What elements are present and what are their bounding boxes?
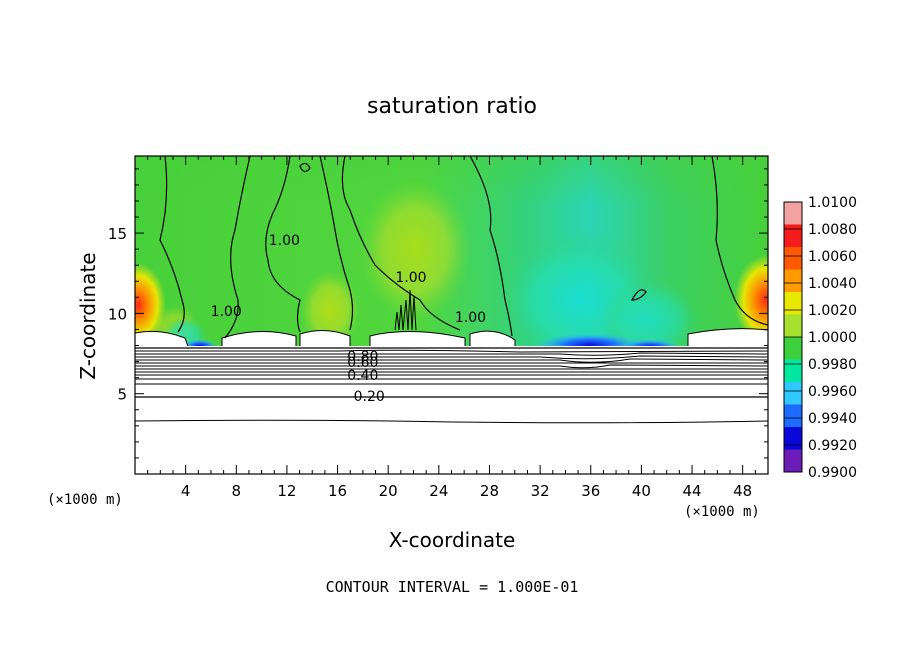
heatmap-field bbox=[135, 156, 768, 474]
y-tick-label: 10 bbox=[108, 305, 127, 323]
contour-label: 1.00 bbox=[395, 270, 426, 286]
contour-band bbox=[135, 347, 768, 424]
x-tick-label: 36 bbox=[581, 482, 600, 500]
x-tick-label: 12 bbox=[277, 482, 296, 500]
x-axis-label: X-coordinate bbox=[389, 528, 516, 552]
x-tick-label: 8 bbox=[232, 482, 242, 500]
contour-label: 0.40 bbox=[347, 368, 378, 384]
colorbar-label: 0.9900 bbox=[808, 465, 857, 481]
colorbar-swatch bbox=[784, 382, 802, 405]
chart-title: saturation ratio bbox=[367, 94, 537, 119]
field-yellow-plume bbox=[300, 270, 360, 350]
contour-label: 0.60 bbox=[347, 355, 378, 371]
colorbar-swatch bbox=[784, 202, 802, 225]
x-tick-label: 44 bbox=[682, 482, 701, 500]
y-tick-label: 5 bbox=[117, 386, 127, 404]
field-red-edge-left bbox=[135, 263, 166, 347]
colorbar-swatch bbox=[784, 359, 802, 382]
field-top-haze bbox=[135, 156, 768, 236]
y-axis-label: Z-coordinate bbox=[76, 252, 100, 379]
colorbar-swatch bbox=[784, 224, 802, 247]
colorbar: 1.0100 1.0080 1.0060 1.0040 1.0020 1.0000 0.99… bbox=[783, 195, 857, 481]
cloud-spikes bbox=[394, 289, 417, 331]
contour-1.00 bbox=[159, 156, 768, 339]
x-tick-label: 24 bbox=[429, 482, 448, 500]
colorbar-label: 0.9980 bbox=[808, 357, 857, 373]
y-axis-ticks: 5 10 15 bbox=[108, 168, 768, 459]
colorbar-label: 1.0040 bbox=[808, 276, 857, 292]
x-tick-label: 16 bbox=[328, 482, 347, 500]
colorbar-swatch bbox=[784, 404, 802, 427]
x-tick-label: 28 bbox=[480, 482, 499, 500]
contour-label: 0.80 bbox=[347, 349, 378, 365]
x-tick-label: 32 bbox=[531, 482, 550, 500]
contour-label: 1.00 bbox=[211, 304, 242, 320]
colorbar-swatch bbox=[784, 427, 802, 450]
x-tick-label: 20 bbox=[379, 482, 398, 500]
colorbar-swatch bbox=[784, 449, 802, 472]
colorbar-label: 0.9920 bbox=[808, 438, 857, 454]
contour-label: 1.00 bbox=[455, 310, 486, 326]
x-tick-label: 40 bbox=[632, 482, 651, 500]
x-axis-ticks: 4 8 12 16 20 24 28 32 36 40 44 48 bbox=[147, 156, 756, 500]
colorbar-label: 0.9940 bbox=[808, 411, 857, 427]
x-unit-label-left: (×1000 m) bbox=[47, 492, 123, 508]
contour-label: 0.20 bbox=[354, 389, 385, 405]
colorbar-label: 1.0080 bbox=[808, 222, 857, 238]
x-tick-label: 4 bbox=[181, 482, 191, 500]
colorbar-label: 1.0060 bbox=[808, 249, 857, 265]
contour-labels: 0.20 0.400.600.80 1.00 1.00 1.00 1.00 bbox=[211, 233, 487, 405]
x-tick-label: 48 bbox=[733, 482, 752, 500]
contour-interval-note: CONTOUR INTERVAL = 1.000E-01 bbox=[326, 578, 579, 596]
colorbar-label: 1.0020 bbox=[808, 303, 857, 319]
contour-label: 1.00 bbox=[269, 233, 300, 249]
colorbar-swatch bbox=[784, 247, 802, 270]
lower-region bbox=[135, 346, 768, 474]
colorbar-swatch bbox=[784, 269, 802, 292]
colorbar-label: 1.0000 bbox=[808, 330, 857, 346]
colorbar-label: 0.9960 bbox=[808, 384, 857, 400]
y-tick-label: 15 bbox=[108, 225, 127, 243]
colorbar-swatch bbox=[784, 314, 802, 337]
colorbar-swatch bbox=[784, 292, 802, 315]
x-unit-label-right: (×1000 m) bbox=[684, 504, 760, 520]
colorbar-label: 1.0100 bbox=[808, 195, 857, 211]
colorbar-swatch bbox=[784, 337, 802, 360]
